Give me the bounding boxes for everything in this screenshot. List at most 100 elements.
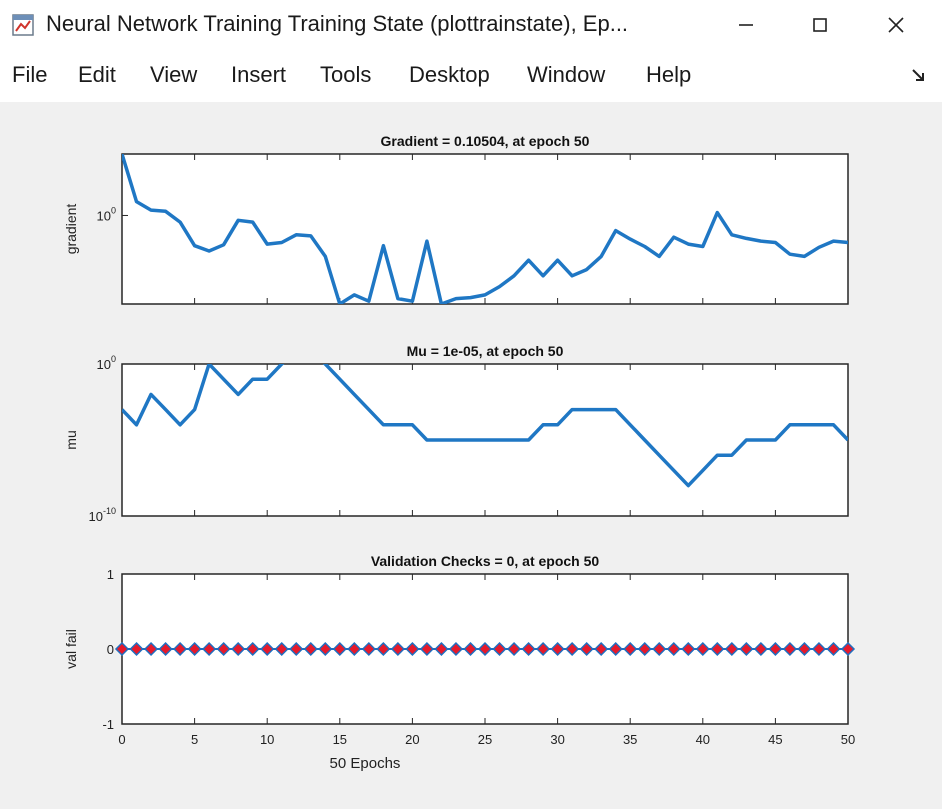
- y-tick-label: 1: [107, 567, 114, 582]
- data-point: [695, 641, 710, 657]
- x-tick-label: 50: [841, 732, 855, 747]
- data-point: [739, 641, 754, 657]
- x-tick-label: 15: [333, 732, 347, 747]
- axes-title: Gradient = 0.10504, at epoch 50: [381, 133, 590, 149]
- data-point: [492, 641, 507, 657]
- data-point: [608, 641, 623, 657]
- data-point: [521, 641, 536, 657]
- maximize-button[interactable]: [792, 0, 848, 50]
- menu-help[interactable]: Help: [646, 62, 692, 87]
- y-tick-label: 100: [97, 354, 116, 372]
- maximize-icon: [813, 18, 827, 32]
- data-point: [289, 641, 304, 657]
- y-tick-label: 10-10: [89, 506, 116, 524]
- axes-3: Validation Checks = 0, at epoch 50 val fa…: [63, 553, 855, 772]
- data-point: [652, 641, 667, 657]
- x-tick-label: 10: [260, 732, 274, 747]
- data-point: [724, 641, 739, 657]
- data-point: [579, 641, 594, 657]
- y-tick-label: 0: [107, 642, 114, 657]
- data-point: [216, 641, 231, 657]
- training-state-plots: Gradient = 0.10504, at epoch 50 gradient 1…: [63, 133, 855, 772]
- data-point: [840, 641, 856, 657]
- menu-file[interactable]: File: [12, 62, 48, 87]
- y-tick-label: 100: [97, 205, 116, 223]
- data-point: [434, 641, 449, 657]
- data-point: [173, 641, 188, 657]
- data-point: [666, 641, 681, 657]
- data-point: [753, 641, 768, 657]
- matlab-figure-icon: [12, 14, 34, 36]
- data-point: [260, 641, 275, 657]
- x-tick-label: 25: [478, 732, 492, 747]
- data-point: [782, 641, 797, 657]
- menu-window[interactable]: Window: [527, 62, 606, 87]
- data-point: [419, 641, 434, 657]
- axes-1: Gradient = 0.10504, at epoch 50 gradient 1…: [63, 133, 849, 305]
- data-point: [811, 641, 827, 657]
- data-point: [536, 641, 551, 657]
- data-point: [797, 641, 812, 657]
- data-point: [550, 641, 565, 657]
- data-point: [245, 641, 260, 657]
- x-tick-label: 45: [768, 732, 782, 747]
- menu-desktop[interactable]: Desktop: [409, 62, 490, 87]
- data-point: [594, 641, 609, 657]
- x-tick-label: 30: [550, 732, 564, 747]
- data-point: [768, 641, 783, 657]
- data-point: [231, 641, 246, 657]
- data-point: [826, 641, 841, 657]
- y-axis-label: gradient: [63, 204, 79, 255]
- y-tick-label: -1: [102, 717, 114, 732]
- data-point: [318, 641, 333, 657]
- dock-arrow-icon[interactable]: [910, 66, 928, 84]
- data-point: [681, 641, 696, 657]
- data-point: [477, 641, 493, 657]
- x-tick-label: 35: [623, 732, 637, 747]
- data-point: [448, 641, 464, 657]
- data-point: [623, 641, 638, 657]
- menu-insert[interactable]: Insert: [231, 62, 287, 87]
- data-point: [361, 641, 376, 657]
- menu-edit[interactable]: Edit: [78, 62, 116, 87]
- axes-title: Validation Checks = 0, at epoch 50: [371, 553, 600, 569]
- data-point: [274, 641, 289, 657]
- data-point: [202, 641, 217, 657]
- menu-bar: File Edit View Insert Tools Desktop Wind…: [0, 50, 942, 102]
- title-bar: Neural Network Training Training State (…: [0, 0, 942, 50]
- minimize-icon: [739, 24, 753, 26]
- series-line: [122, 364, 848, 488]
- data-point: [506, 641, 522, 657]
- window-title: Neural Network Training Training State (…: [46, 11, 629, 36]
- close-button[interactable]: [868, 0, 924, 50]
- close-icon: [888, 17, 904, 33]
- data-point: [637, 641, 652, 657]
- x-tick-label: 5: [191, 732, 198, 747]
- series-line: [122, 154, 848, 304]
- axes-frame: [121, 153, 849, 305]
- axes-title: Mu = 1e-05, at epoch 50: [407, 343, 564, 359]
- figure-area: Gradient = 0.10504, at epoch 50 gradient 1…: [0, 102, 942, 804]
- x-tick-label: 0: [118, 732, 125, 747]
- data-point: [303, 641, 318, 657]
- x-axis-label: 50 Epochs: [330, 755, 401, 772]
- data-point: [376, 641, 391, 657]
- menu-view[interactable]: View: [150, 62, 198, 87]
- data-point: [347, 641, 362, 657]
- data-point: [114, 641, 130, 657]
- minimize-button[interactable]: [718, 0, 774, 50]
- x-tick-label: 40: [696, 732, 710, 747]
- data-point: [710, 641, 725, 657]
- data-point: [129, 641, 144, 657]
- axes-2: Mu = 1e-05, at epoch 50 mu 100 10-10: [63, 343, 849, 524]
- data-point: [143, 641, 159, 657]
- data-point: [332, 641, 347, 657]
- menu-tools[interactable]: Tools: [320, 62, 372, 87]
- x-tick-label: 20: [405, 732, 419, 747]
- data-point: [158, 641, 173, 657]
- data-point: [187, 641, 202, 657]
- data-point: [565, 641, 580, 657]
- data-point: [390, 641, 405, 657]
- y-axis-label: val fail: [63, 629, 79, 669]
- data-point: [405, 641, 420, 657]
